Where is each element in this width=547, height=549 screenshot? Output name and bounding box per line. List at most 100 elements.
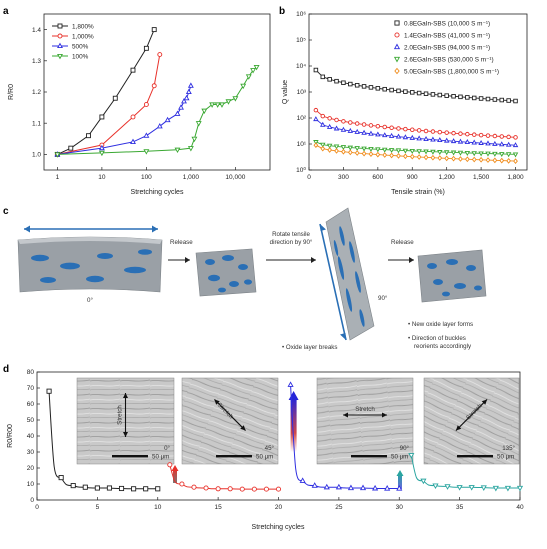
stretch-arrow-vertical [319, 223, 347, 341]
chart-b-point [375, 123, 381, 129]
chart-a-xtick-label: 10 [98, 174, 106, 181]
chart-d-point [420, 478, 427, 485]
chart-a-legend-label: 100% [72, 53, 89, 60]
chart-a-point [99, 114, 105, 120]
chart-b-point [499, 134, 505, 139]
chart-b-point [471, 156, 477, 163]
chart-b-point [458, 94, 463, 100]
chart-d-point [456, 485, 463, 491]
chart-b-point [437, 92, 443, 98]
chart-b-point [382, 86, 387, 92]
chart-d-xlabel: Stretching cycles [252, 524, 305, 531]
chart-b-point [409, 148, 416, 154]
chart-b-point [423, 149, 429, 155]
chart-a-ytick-label: 1.3 [32, 58, 41, 65]
chart-b-point [423, 154, 429, 161]
angle-label-0: 0° [87, 297, 93, 304]
chart-b-point [361, 122, 367, 127]
schematic-c: 0° Release Rotate tensile direction by 9… [17, 207, 487, 351]
chart-d-point [131, 486, 137, 492]
chart-b-point [320, 74, 326, 80]
chart-b-point [451, 155, 456, 162]
chart-b-point [368, 130, 374, 136]
chart-b-point [478, 151, 484, 157]
chart-b-point [382, 152, 388, 158]
chart-d-point [118, 485, 125, 492]
chart-b-point [478, 132, 484, 138]
chart-b-point [457, 138, 464, 144]
chart-a-point [130, 114, 136, 120]
chart-a-point [98, 144, 105, 151]
chart-b-point [437, 137, 443, 143]
chart-a-point [156, 122, 163, 129]
chart-b-point [478, 139, 484, 145]
chart-a-point [181, 98, 187, 104]
chart-b-legend-marker [394, 32, 400, 38]
chart-b-point [348, 120, 353, 125]
chart-a-point [195, 121, 202, 127]
chart-b-point [375, 131, 381, 137]
chart-b-point [326, 143, 333, 149]
chart-a-point [174, 147, 181, 154]
chart-d-point [444, 484, 451, 490]
chart-d-xtick-label: 30 [396, 504, 404, 511]
chart-b-point [375, 151, 381, 158]
chart-b-point [492, 151, 498, 157]
chart-b-point [354, 121, 360, 126]
chart-b-point [458, 156, 463, 162]
chart-b-legend-label: 1.4EGaIn-SBS (41,000 S m⁻¹) [404, 32, 490, 39]
stretch-arrow-1 [214, 399, 246, 431]
chart-b-point [320, 145, 326, 152]
chart-b-point [354, 150, 360, 156]
chart-d-ytick-label: 50 [27, 417, 35, 424]
chart-b-point [334, 78, 339, 84]
chart-b-point [375, 147, 381, 153]
angle-label: 0° [164, 445, 170, 452]
chart-d-point [191, 484, 197, 490]
chart-d-point [359, 484, 367, 491]
angle-label: 135° [502, 445, 515, 452]
chart-a-legend-marker [57, 53, 63, 60]
chart-b-point [512, 142, 519, 148]
chart-b-point [389, 87, 394, 93]
chart-d-xtick-label: 0 [35, 504, 39, 511]
chart-d-point [239, 486, 245, 492]
chart-b-point [450, 138, 457, 144]
chart-b-xlabel: Tensile strain (%) [391, 189, 445, 196]
chart-d-ytick-label: 30 [27, 449, 35, 456]
chart-a-point [219, 102, 225, 108]
chart-d-point [432, 483, 439, 490]
chart-b-xtick-label: 300 [338, 174, 349, 181]
chart-b: 0 300 600 900 1,200 1,500 1,800 10⁰ 10¹ 10² 10³ 10⁴… [282, 11, 528, 196]
chart-b-point [492, 133, 498, 139]
chart-a-legend-label: 1,800% [72, 23, 94, 30]
stretch-label: Stretch [117, 405, 124, 425]
chart-d-point [492, 485, 499, 492]
chart-b-point [409, 134, 416, 140]
chart-d-point [468, 485, 475, 491]
chart-a-point [253, 64, 260, 71]
chart-b-point [341, 119, 346, 124]
chart-a-point [98, 150, 105, 157]
chart-b-point [443, 150, 450, 156]
chart-a-xlabel: Stretching cycles [131, 189, 184, 196]
chart-b-ylabel: Q value [282, 80, 289, 104]
chart-b-point [485, 157, 491, 163]
chart-b-point [326, 123, 333, 129]
chart-b-point [465, 95, 470, 100]
chart-b-ytick-label: 10¹ [297, 141, 307, 148]
release-label-1: Release [170, 239, 193, 246]
chart-a-point [143, 132, 150, 138]
chart-d-point [215, 486, 221, 492]
chart-d: 0 5 10 15 20 25 30 35 40 0 10 20 30 40 50 60 70 80 Stretc… [7, 369, 524, 531]
chart-b-point [334, 148, 339, 154]
chart-a-xtick-label: 1,000 [183, 174, 200, 181]
chart-b-point [402, 148, 409, 154]
chart-b-legend-marker [393, 43, 401, 50]
scale-label: 50 μm [497, 454, 514, 461]
chart-d-point [58, 475, 64, 481]
chart-a-point [245, 74, 252, 80]
chart-b-point [368, 123, 374, 128]
